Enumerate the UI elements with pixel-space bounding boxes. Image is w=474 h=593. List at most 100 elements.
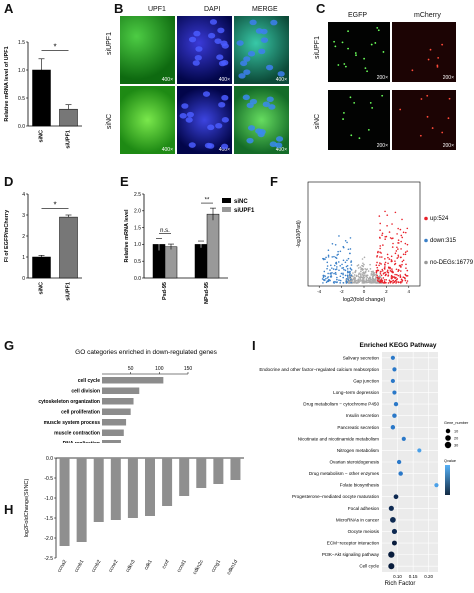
size-legend-title: Gene_number xyxy=(444,421,469,425)
point-no-deg xyxy=(375,282,378,284)
fluorescent-cell xyxy=(426,94,429,97)
point-no-deg xyxy=(365,278,368,280)
x-tick-label: siUPF1 xyxy=(66,130,72,149)
fluorescent-cell xyxy=(347,47,349,50)
dot-micrornas-in-cancer xyxy=(390,517,396,523)
dot-progesterone-mediated-oocyte-maturation xyxy=(393,494,399,500)
nucleus xyxy=(179,113,187,119)
x-tick-label: -4 xyxy=(317,289,321,294)
point-up xyxy=(379,247,381,250)
legend-label: down:315 xyxy=(430,238,457,244)
point-no-deg xyxy=(353,274,356,276)
fluorescent-cell xyxy=(399,108,402,111)
nucleus xyxy=(216,54,224,61)
point-down xyxy=(341,263,343,266)
nucleus xyxy=(193,30,201,37)
point-up xyxy=(380,278,383,280)
point-up xyxy=(384,261,387,264)
nuclei-overlay xyxy=(179,19,285,150)
point-up xyxy=(394,260,396,262)
fluorescent-cell xyxy=(376,27,379,29)
point-down xyxy=(322,257,325,260)
fluorescent-cell xyxy=(349,96,352,99)
point-up xyxy=(387,274,390,276)
point-no-deg xyxy=(364,268,366,270)
category-label: Nicotinate and nicotinamide metabolism xyxy=(298,436,379,441)
x-tick-label: 0.10 xyxy=(393,574,402,579)
point-no-deg xyxy=(364,270,367,273)
fluorescent-cell xyxy=(429,48,432,51)
y-tick-label: 2 xyxy=(22,234,25,240)
mag-label: 400× xyxy=(161,147,173,153)
point-down xyxy=(333,255,335,258)
micrograph-egfp-sinc: 200× xyxy=(328,90,390,150)
point-down xyxy=(335,273,337,276)
point-down xyxy=(346,271,349,274)
point-up xyxy=(392,242,394,245)
point-up xyxy=(402,253,405,256)
category-label: Long−term depression xyxy=(333,390,379,395)
legend-label: up:524 xyxy=(430,216,449,222)
nucleus xyxy=(202,91,211,97)
point-down xyxy=(329,269,331,271)
y-axis-label: Relative mRNA level xyxy=(124,209,130,262)
point-no-deg xyxy=(360,270,362,273)
fluorescent-cell xyxy=(382,51,385,53)
point-down xyxy=(348,271,350,273)
panel-g-chart: GO categories enriched in down-regulated… xyxy=(38,349,217,447)
point-up xyxy=(376,266,379,269)
panel-a-chart: 0.0 0.5 1.0 1.5 siNC siUPF1 Relative mRNA leve… xyxy=(4,40,82,149)
mag-label: 400× xyxy=(275,147,287,153)
y-tick-label: 0.5 xyxy=(134,259,141,265)
x-tick-label: siNC xyxy=(39,130,45,143)
point-down xyxy=(336,278,338,281)
point-up xyxy=(404,279,407,282)
point-down xyxy=(334,281,337,283)
point-up xyxy=(379,256,381,258)
point-no-deg xyxy=(362,262,364,265)
point-down xyxy=(325,256,327,259)
significance-mark: * xyxy=(53,42,56,51)
point-up xyxy=(404,253,407,256)
point-up xyxy=(376,261,378,264)
y-axis-label: log2FoldChange(SI/NC) xyxy=(24,478,30,537)
mag-label: 400× xyxy=(218,147,230,153)
legend-swatch xyxy=(222,207,231,212)
y-tick-label: 0.0 xyxy=(134,276,141,282)
nucleus xyxy=(221,94,229,101)
point-no-deg xyxy=(368,280,371,283)
point-up xyxy=(397,239,400,241)
micrograph-upf1-siupf1: 400× xyxy=(120,16,175,84)
point-down xyxy=(345,265,348,268)
fluorescent-cell xyxy=(334,45,337,48)
point-up xyxy=(375,271,378,274)
category-label: muscle system process xyxy=(44,420,101,426)
chart-title: GO categories enriched in down-regulated… xyxy=(75,349,217,356)
point-no-deg xyxy=(374,278,376,281)
dot-drug-metabolism-other-enzymes xyxy=(398,471,403,476)
point-down xyxy=(350,281,352,284)
point-up xyxy=(398,269,400,272)
fluorescent-cell xyxy=(333,40,336,43)
point-down xyxy=(345,277,348,280)
point-up xyxy=(389,267,391,270)
point-up xyxy=(387,256,389,259)
category-label: cell proliferation xyxy=(61,410,100,416)
y-tick-label: -0.5 xyxy=(44,476,53,482)
nucleus xyxy=(221,117,229,123)
point-up xyxy=(394,273,396,276)
point-down xyxy=(334,268,337,271)
fluorescent-cell xyxy=(355,54,357,57)
mag-label: 200× xyxy=(442,75,454,81)
point-up xyxy=(386,253,389,256)
point-up xyxy=(385,235,388,238)
point-no-deg xyxy=(366,281,368,284)
point-down xyxy=(345,282,348,284)
panel-d: D 0 1 2 3 4 siNC siUPF1 FI of EGFP/mCherry * xyxy=(0,170,100,320)
point-up xyxy=(381,270,384,272)
point-down xyxy=(330,274,332,276)
point-no-deg xyxy=(369,276,371,279)
point-no-deg xyxy=(359,273,362,275)
panel-g: G GO categories enriched in down-regulat… xyxy=(0,338,240,447)
nucleus xyxy=(238,73,246,79)
